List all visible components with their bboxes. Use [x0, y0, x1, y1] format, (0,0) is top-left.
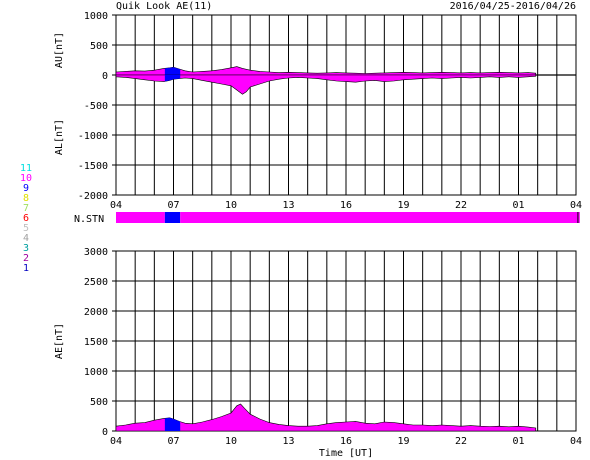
x-tick-label: 13: [282, 200, 294, 211]
x-tick-label: 22: [455, 436, 467, 447]
y-tick-label: 500: [90, 397, 108, 408]
x-tick-label: 16: [340, 436, 352, 447]
x-tick-label: 13: [282, 436, 294, 447]
y-tick-label: 2500: [84, 277, 108, 288]
y-tick-label: 2000: [84, 307, 108, 318]
legend-item-9: 9: [22, 183, 30, 194]
y-tick-label: -1000: [78, 131, 108, 142]
ae-axis-label: AE[nT]: [54, 323, 65, 359]
legend-item-10: 10: [19, 173, 33, 184]
chart-title: Quik Look AE(11): [116, 1, 213, 12]
station-segment: [116, 212, 165, 223]
legend-item-2: 2: [22, 253, 30, 264]
legend-item-11: 11: [19, 163, 33, 174]
x-tick-label: 22: [455, 200, 467, 211]
x-tick-label: 04: [570, 200, 582, 211]
x-tick-label: 01: [512, 200, 524, 211]
y-tick-label: 1000: [84, 11, 108, 22]
x-tick-label: 10: [225, 436, 237, 447]
legend-item-3: 3: [22, 243, 30, 254]
series-al-highlight: [164, 75, 181, 82]
series-au-highlight: [164, 67, 181, 75]
y-tick-label: 1500: [84, 337, 108, 348]
x-tick-label: 19: [397, 200, 409, 211]
x-tick-label: 16: [340, 200, 352, 211]
legend-item-7: 7: [22, 203, 30, 214]
station-segment: [164, 212, 181, 223]
station-count-panel: N.STN: [74, 212, 580, 225]
x-axis-label: Time [UT]: [319, 448, 373, 459]
legend-item-5: 5: [22, 223, 30, 234]
y-tick-label: -500: [84, 101, 108, 112]
x-tick-label: 07: [167, 436, 179, 447]
series-ae-highlight: [164, 417, 181, 431]
legend-item-6: 6: [22, 213, 30, 224]
y-tick-label: 1000: [84, 367, 108, 378]
y-tick-label: 0: [102, 71, 108, 82]
x-tick-label: 01: [512, 436, 524, 447]
date-range: 2016/04/25-2016/04/26: [449, 1, 576, 12]
x-tick-label: 04: [570, 436, 582, 447]
legend-item-4: 4: [22, 233, 30, 244]
series-al: [115, 74, 537, 95]
y-tick-label: 0: [102, 427, 108, 438]
station-bar-label: N.STN: [74, 214, 104, 225]
x-tick-label: 19: [397, 436, 409, 447]
x-tick-label: 04: [110, 436, 122, 447]
y-tick-label: 500: [90, 41, 108, 52]
legend-item-8: 8: [22, 193, 30, 204]
x-tick-label: 07: [167, 200, 179, 211]
x-tick-label: 04: [110, 200, 122, 211]
station-segment: [180, 212, 580, 223]
al-axis-label: AL[nT]: [54, 119, 65, 155]
y-tick-label: 3000: [84, 247, 108, 258]
y-tick-label: -1500: [78, 161, 108, 172]
au-axis-label: AU[nT]: [54, 32, 65, 68]
y-tick-label: -2000: [78, 191, 108, 202]
x-tick-label: 10: [225, 200, 237, 211]
station-color-legend: 11 10 9 8 7 6 5 4 3 2 1: [18, 164, 34, 274]
legend-item-1: 1: [22, 263, 30, 274]
